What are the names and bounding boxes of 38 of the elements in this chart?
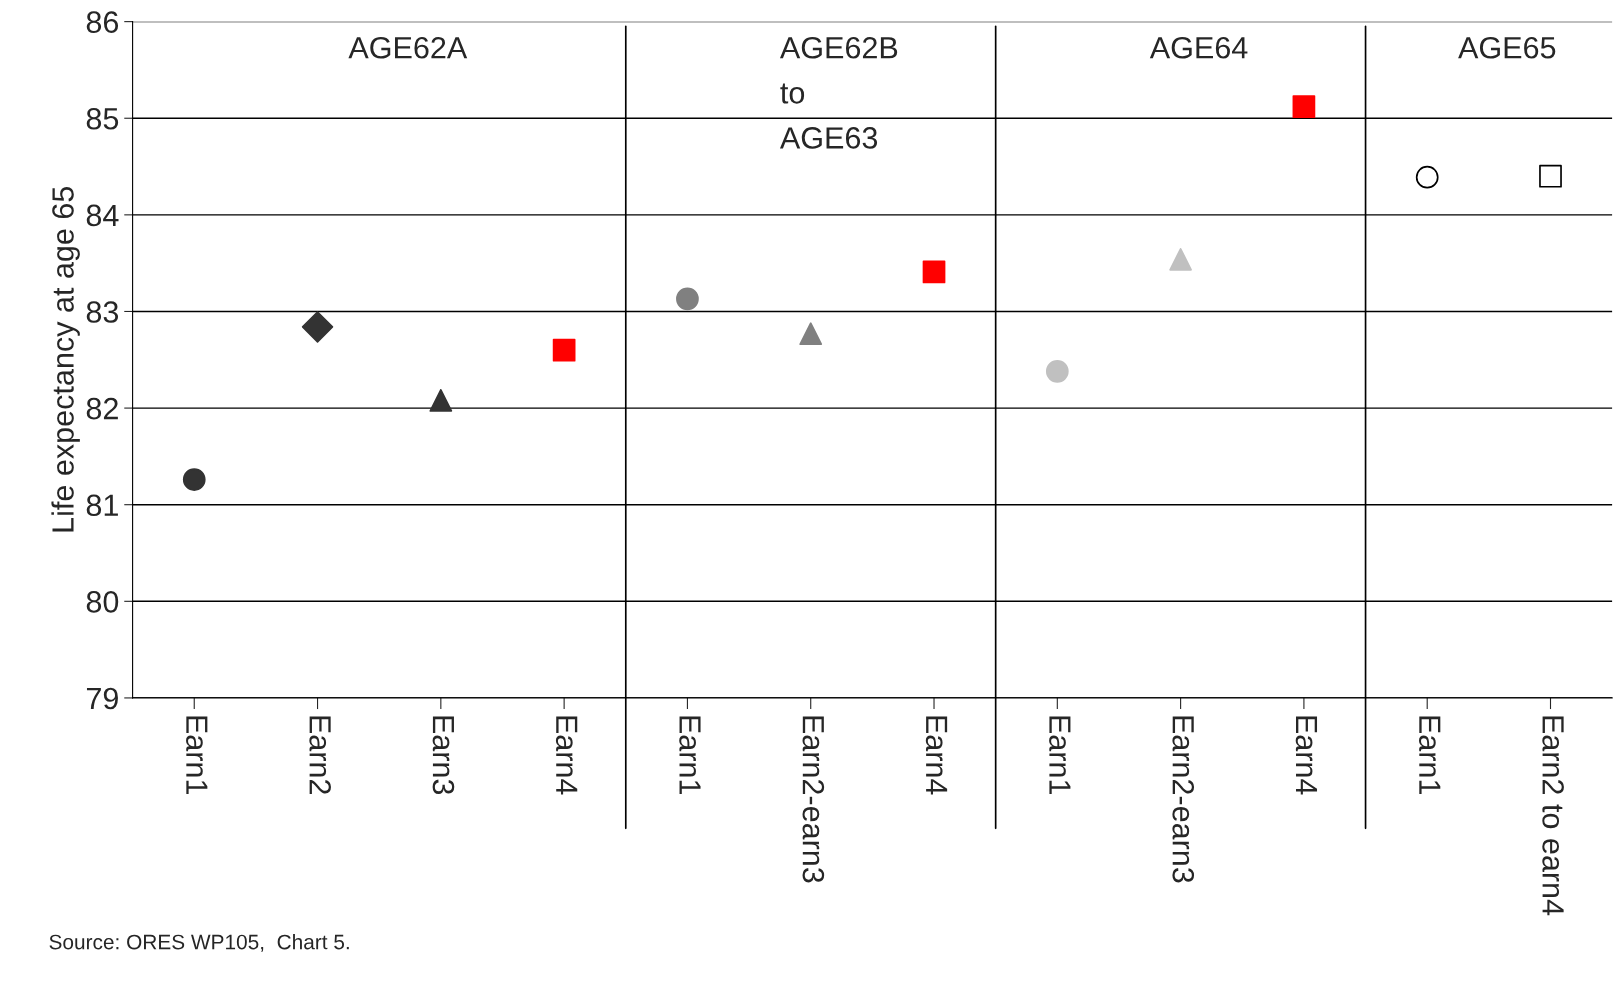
y-tick-label: 84 <box>86 204 119 227</box>
x-tick-label: Earn4 <box>555 716 578 795</box>
y-tick-label: 83 <box>86 301 119 323</box>
x-tick-label: Earn4 <box>1295 716 1318 795</box>
point <box>552 338 576 362</box>
point <box>676 287 699 311</box>
point <box>1045 360 1069 383</box>
y-tick-label: 82 <box>86 397 118 420</box>
annotation: AGE65 <box>1458 36 1556 59</box>
point <box>799 322 823 346</box>
point <box>301 311 334 343</box>
point <box>1292 95 1316 119</box>
annotation: AGE62A <box>348 36 468 59</box>
x-tick-label: Earn2 <box>309 716 331 794</box>
x-tick-label: Earn1 <box>1419 716 1441 794</box>
y-axis-title: Life expectancy at age 65 <box>51 186 80 532</box>
x-tick-label: Earn2-earn3 <box>1172 716 1195 883</box>
point <box>1539 164 1562 188</box>
point <box>1415 165 1439 189</box>
x-tick-label: Earn1 <box>679 716 701 794</box>
y-tick-label: 80 <box>86 591 119 613</box>
y-tick-label: 86 <box>86 11 119 33</box>
annotation: AGE64 <box>1149 36 1248 59</box>
x-tick-label: Earn3 <box>432 716 455 795</box>
y-tick-label: 85 <box>86 107 119 130</box>
source-note: Source: ORES WP105, Chart 5. <box>49 934 349 952</box>
point <box>429 388 453 412</box>
x-tick-label: Earn2 to earn4 <box>1542 716 1564 916</box>
y-tick-label: 81 <box>86 494 118 517</box>
point <box>922 260 946 284</box>
point <box>1169 247 1192 271</box>
x-tick-label: Earn1 <box>1049 716 1071 794</box>
x-tick-label: Earn2-earn3 <box>802 716 825 883</box>
x-tick-label: Earn1 <box>186 716 208 794</box>
point <box>182 468 206 491</box>
y-tick-label: 79 <box>86 687 118 710</box>
annotation: AGE62B to AGE63 <box>779 36 898 149</box>
x-tick-label: Earn4 <box>925 716 948 795</box>
